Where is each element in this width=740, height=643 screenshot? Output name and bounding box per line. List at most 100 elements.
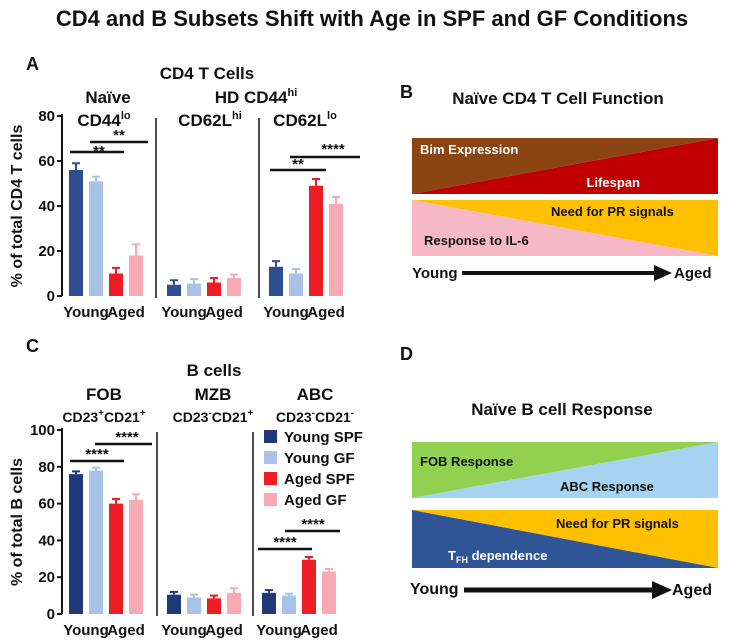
panel-b: B Naïve CD4 T Cell Function Bim Expressi… (400, 82, 718, 282)
wedge-abc-response (412, 442, 718, 498)
chart-c-bar (69, 474, 83, 614)
chart-a-y-axis-label: % of total CD4 T cells (9, 125, 26, 288)
panel-a-cd44lo-label: CD44lo (77, 110, 131, 130)
chart-c-y-tick-label: 60 (38, 496, 55, 513)
chart-a-x-tick-label: Young (161, 304, 207, 321)
panel-a: A CD4 T Cells Naïve CD44lo HD CD44hi CD6… (9, 54, 360, 321)
chart-c-x-tick-label: Young (63, 622, 109, 639)
panel-a-cd62llo-sup: lo (327, 110, 337, 122)
panel-a-cd62lhi-base: CD62L (178, 111, 232, 130)
sig-label-a4: **** (321, 141, 345, 158)
label-pr-signals-b: Need for PR signals (551, 204, 674, 219)
fob-m2: CD21 (104, 409, 140, 425)
wedge-il6-response (412, 200, 718, 256)
panel-a-cd44lo-sup: lo (121, 110, 131, 122)
panel-b-title: Naïve CD4 T Cell Function (452, 89, 664, 108)
legend-swatch (264, 472, 277, 485)
mzb-m2: CD21 (212, 409, 248, 425)
tfh-rest: dependence (468, 548, 547, 563)
chart-a-bar (69, 170, 83, 296)
chart-a-x-tick-label: Aged (205, 304, 243, 321)
label-lifespan: Lifespan (587, 175, 641, 190)
chart-c-bar (282, 595, 296, 614)
label-pr-signals-d: Need for PR signals (556, 516, 679, 531)
abc-m2: CD21 (315, 409, 351, 425)
chart-a-y-tick-label: 60 (38, 153, 55, 170)
panel-a-cd62lhi-sup: hi (232, 110, 242, 122)
sig-label-c1: **** (85, 446, 109, 463)
mzb-s1: - (208, 408, 211, 419)
chart-c-bar (322, 571, 336, 614)
sig-label-a1: ** (93, 143, 105, 160)
label-aged-b: Aged (674, 265, 712, 282)
panel-d: D Naïve B cell Response FOB Response ABC… (400, 344, 718, 599)
panel-c-fob-label: FOB (86, 385, 122, 404)
legend-label: Young GF (284, 450, 355, 467)
wedge-lifespan (412, 138, 718, 194)
tfh-sub: FH (456, 555, 468, 565)
chart-a-x-tick-label: Young (63, 304, 109, 321)
chart-a-y-tick-label: 40 (38, 198, 55, 215)
chart-c-y-tick-label: 0 (47, 606, 55, 623)
legend-swatch (264, 493, 277, 506)
chart-a-bar (289, 273, 303, 296)
chart-c-y-tick-label: 40 (38, 532, 55, 549)
abc-s2: - (351, 408, 354, 419)
legend-label: Young SPF (284, 429, 363, 446)
arrow-head-b (654, 265, 672, 281)
panel-c-mzb-markers: CD23-CD21+ (173, 408, 254, 425)
legend-swatch (264, 451, 277, 464)
chart-c-x-tick-label: Young (161, 622, 207, 639)
sig-label-c3: **** (273, 534, 297, 551)
panel-a-hd-base: HD CD44 (215, 88, 288, 107)
chart-c-bar (207, 598, 221, 614)
sig-label-a3: ** (292, 156, 304, 173)
fob-s2: + (140, 408, 146, 419)
label-bim-expression: Bim Expression (420, 142, 518, 157)
panel-c-mzb-label: MZB (195, 385, 232, 404)
legend-c: Young SPF Young GF Aged SPF Aged GF (264, 429, 363, 509)
chart-a-bar (187, 283, 201, 296)
mzb-m1: CD23 (173, 409, 209, 425)
chart-a-y-tick-label: 80 (38, 108, 55, 125)
panel-c-letter: C (26, 336, 39, 356)
panel-a-cd44lo-base: CD44 (77, 111, 121, 130)
label-tfh-dependence: TFH dependence (448, 548, 547, 565)
chart-a-bar (167, 284, 181, 296)
panel-a-letter: A (26, 54, 39, 74)
panel-c-significance: **** **** **** **** (70, 429, 340, 551)
panel-a-hd-label: HD CD44hi (215, 87, 298, 107)
panel-c: C B cells FOB MZB ABC CD23+CD21+ CD23-CD… (9, 336, 363, 639)
fob-s1: + (98, 408, 104, 419)
chart-c-bar (167, 594, 181, 614)
panel-d-letter: D (400, 344, 413, 364)
panel-c-fob-markers: CD23+CD21+ (62, 408, 145, 425)
abc-s1: - (312, 408, 315, 419)
chart-a-bar (89, 181, 103, 296)
chart-a-bar (269, 266, 283, 296)
panel-a-cd62lhi-label: CD62Lhi (178, 110, 242, 130)
panel-a-cd62llo-base: CD62L (273, 111, 327, 130)
chart-a-bar (207, 282, 221, 296)
panel-d-title: Naïve B cell Response (471, 400, 652, 419)
chart-c-bar (262, 592, 276, 614)
chart-c-x-tick-label: Young (256, 622, 302, 639)
chart-a-x-tick-label: Aged (307, 304, 345, 321)
chart-c-x-tick-label: Aged (205, 622, 243, 639)
legend-swatch (264, 430, 277, 443)
chart-c-y-tick-label: 100 (30, 422, 55, 439)
label-abc-response: ABC Response (560, 479, 654, 494)
chart-c-x-tick-label: Aged (300, 622, 338, 639)
label-aged-d: Aged (672, 582, 712, 599)
panel-a-hd-sup: hi (287, 87, 297, 99)
chart-c-y-tick-label: 20 (38, 569, 55, 586)
chart-a-x-tick-label: Young (263, 304, 309, 321)
chart-a-bar (309, 185, 323, 296)
chart-a-bar (109, 273, 123, 296)
panel-c-abc-markers: CD23-CD21- (276, 408, 354, 425)
label-young-b: Young (412, 265, 458, 282)
abc-m1: CD23 (276, 409, 312, 425)
chart-c-x-tick-label: Aged (107, 622, 145, 639)
